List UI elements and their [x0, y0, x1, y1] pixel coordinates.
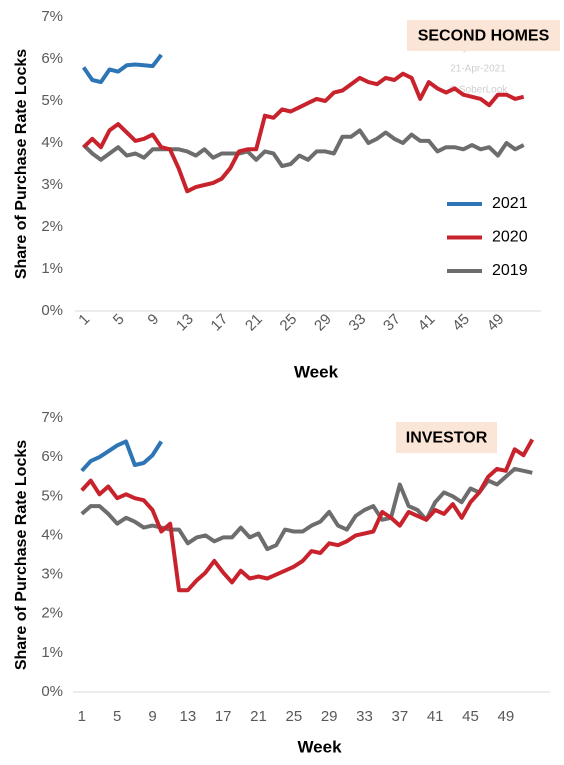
y-axis-title: Share of Purchase Rate Locks [13, 440, 30, 670]
x-tick-label: 41 [427, 708, 444, 725]
x-tick-label: 13 [173, 311, 197, 335]
y-tick-label: 4% [41, 134, 63, 151]
x-tick-label: 17 [215, 708, 232, 725]
x-tick-label: 33 [356, 708, 373, 725]
y-tick-label: 1% [41, 644, 63, 661]
x-tick-label: 9 [144, 311, 162, 329]
y-tick-label: 6% [41, 50, 63, 67]
y-tick-label: 5% [41, 487, 63, 504]
x-tick-label: 37 [380, 311, 404, 335]
x-tick-label: 45 [449, 311, 473, 335]
x-tick-label: 49 [497, 708, 514, 725]
watermark: © SoberLook [449, 85, 509, 96]
y-tick-label: 7% [41, 8, 63, 25]
x-axis-title: Week [297, 737, 342, 756]
title-box [407, 20, 560, 51]
series-line [82, 71, 525, 194]
y-tick-label: 4% [41, 526, 63, 543]
chart-title: SECOND HOMES [418, 28, 550, 45]
y-tick-label: 0% [41, 683, 63, 700]
x-tick-label: 21 [242, 311, 266, 335]
y-tick-label: 5% [41, 92, 63, 109]
x-tick-label: 45 [462, 708, 479, 725]
x-tick-label: 1 [78, 708, 86, 725]
x-tick-label: 25 [277, 311, 301, 335]
y-tick-label: 3% [41, 176, 63, 193]
y-tick-label: 0% [41, 302, 63, 319]
series-line [80, 466, 533, 552]
x-tick-label: 1 [75, 311, 93, 329]
x-tick-label: 41 [415, 311, 439, 335]
y-tick-label: 2% [41, 605, 63, 622]
x-tick-label: 29 [311, 311, 335, 335]
y-tick-label: 7% [41, 409, 63, 426]
y-tick-label: 2% [41, 218, 63, 235]
title-box [396, 422, 497, 453]
series-line [82, 128, 525, 169]
y-tick-label: 3% [41, 566, 63, 583]
series-line [81, 53, 163, 85]
series-line [80, 438, 535, 593]
x-tick-label: 49 [484, 311, 508, 335]
x-tick-label: 33 [346, 311, 370, 335]
chart-title: INVESTOR [406, 430, 488, 447]
x-tick-label: 17 [208, 311, 232, 335]
legend-label: 2021 [492, 195, 528, 212]
x-tick-label: 13 [179, 708, 196, 725]
y-tick-label: 6% [41, 448, 63, 465]
y-tick-label: 1% [41, 260, 63, 277]
x-tick-label: 21 [250, 708, 267, 725]
y-axis-title: Share of Purchase Rate Locks [13, 49, 30, 279]
legend-label: 2019 [492, 262, 528, 279]
watermark: 21-Apr-2021 [450, 64, 506, 75]
legend-label: 2020 [492, 229, 528, 246]
x-tick-label: 25 [285, 708, 302, 725]
x-axis-title: Week [294, 362, 339, 381]
x-tick-label: 5 [110, 311, 128, 329]
x-tick-label: 5 [113, 708, 121, 725]
x-tick-label: 9 [148, 708, 156, 725]
x-tick-label: 37 [391, 708, 408, 725]
x-tick-label: 29 [321, 708, 338, 725]
series-line [80, 439, 163, 473]
